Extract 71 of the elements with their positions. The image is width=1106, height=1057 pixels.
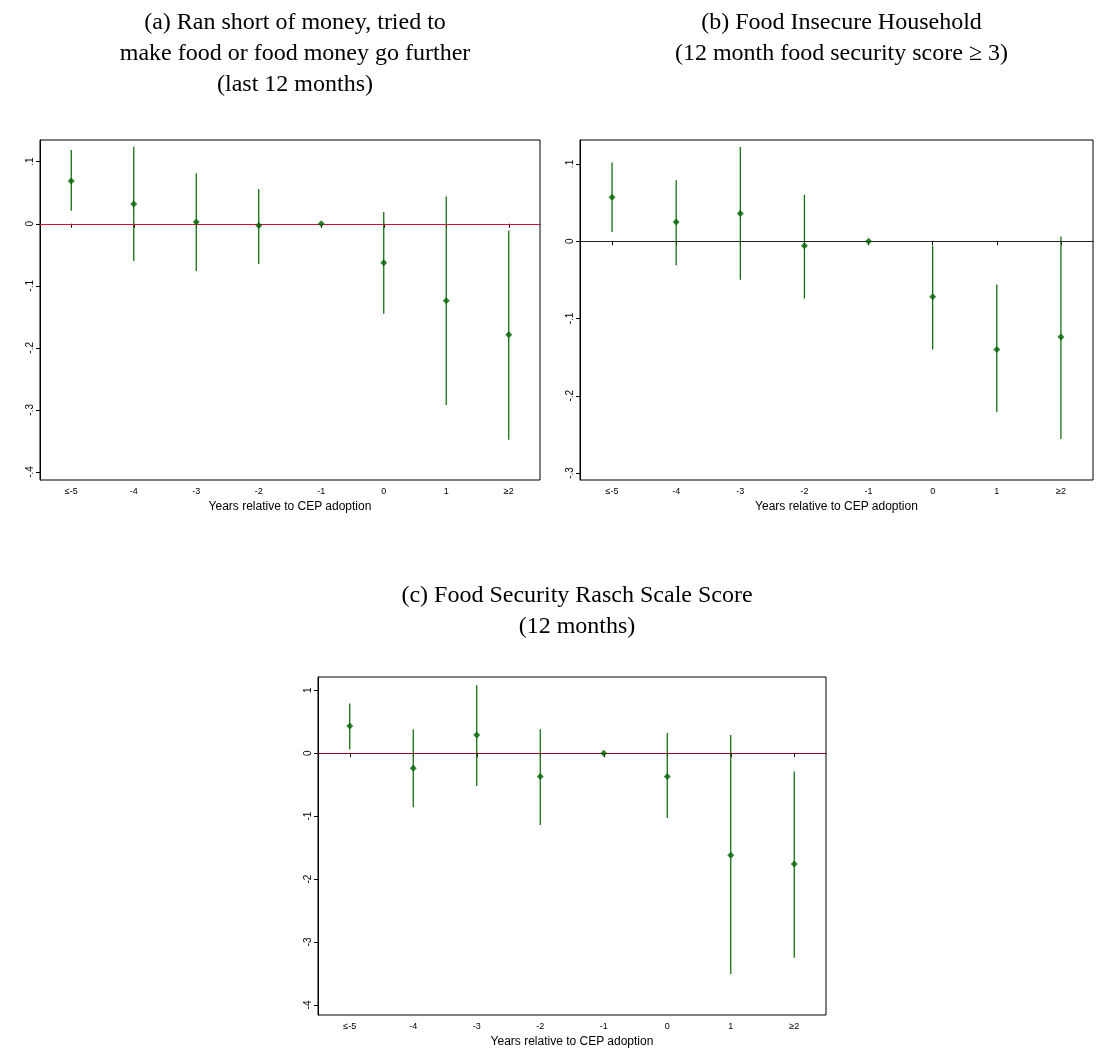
x-tick-label: 0 (664, 1020, 670, 1031)
point (442, 297, 450, 305)
chart-title: (c) Food Security Rasch Scale Score (12 months) (401, 580, 753, 638)
point (346, 722, 354, 730)
y-tick-label: -.1 (563, 312, 575, 325)
x-tick-label: ≥2 (1055, 485, 1066, 496)
point (993, 345, 1001, 353)
point (929, 293, 937, 301)
x-tick-label: 0 (381, 485, 387, 496)
x-tick-label: -3 (192, 485, 201, 496)
point (473, 731, 481, 739)
y-tick-label: .1 (23, 157, 35, 166)
x-tick-label: ≥2 (503, 485, 514, 496)
point (790, 860, 798, 868)
point (865, 237, 873, 245)
point (255, 222, 263, 230)
y-tick-label: -2 (301, 874, 313, 884)
x-tick-label: -1 (864, 485, 873, 496)
x-tick-label: -1 (599, 1020, 608, 1031)
point (536, 772, 544, 780)
y-tick-label: .1 (563, 159, 575, 169)
x-tick-label: -2 (536, 1020, 545, 1031)
point (130, 200, 138, 208)
y-tick-label: -.3 (563, 466, 575, 479)
point (672, 218, 680, 226)
y-tick-label: -.2 (23, 341, 35, 354)
point (317, 220, 325, 228)
x-tick-label: -4 (409, 1020, 418, 1031)
point (1057, 333, 1065, 341)
x-tick-label: -2 (800, 485, 809, 496)
x-tick-label: ≥2 (789, 1020, 800, 1031)
x-tick-label: ≤-5 (605, 485, 619, 496)
x-axis-title: Years relative to CEP adoption (208, 499, 372, 513)
point (736, 209, 744, 217)
point (608, 193, 616, 201)
y-tick-label: 0 (563, 238, 575, 245)
point (800, 242, 808, 250)
x-tick-label: -4 (672, 485, 681, 496)
x-tick-label: ≤-5 (64, 485, 78, 496)
x-axis-title: Years relative to CEP adoption (755, 499, 918, 513)
y-tick-label: -1 (301, 811, 313, 821)
x-tick-label: -2 (254, 485, 263, 496)
y-tick-label: -4 (301, 1000, 313, 1010)
point (663, 772, 671, 780)
x-tick-label: ≤-5 (343, 1020, 357, 1031)
y-tick-label: -.2 (563, 389, 575, 402)
x-tick-label: 1 (728, 1020, 734, 1031)
chart-title: (a) Ran short of money, tried to make food or food money go further (last 12 months) (119, 7, 471, 96)
point (409, 764, 417, 772)
x-tick-label: -1 (317, 485, 326, 496)
y-tick-label: -.4 (23, 465, 35, 478)
point (505, 331, 513, 339)
x-tick-label: 1 (994, 485, 1000, 496)
x-axis-title: Years relative to CEP adoption (490, 1034, 654, 1048)
point (67, 177, 75, 185)
point (600, 749, 608, 757)
y-tick-label: -.3 (23, 403, 35, 416)
y-tick-label: 0 (23, 220, 35, 227)
y-tick-label: -.1 (23, 279, 35, 292)
y-tick-label: 0 (301, 749, 313, 756)
x-tick-label: 0 (930, 485, 936, 496)
y-tick-label: 1 (301, 687, 313, 693)
x-tick-label: -3 (472, 1020, 481, 1031)
point (380, 259, 388, 267)
y-tick-label: -3 (301, 937, 313, 947)
x-tick-label: -4 (129, 485, 138, 496)
chart-title: (b) Food Insecure Household (12 month food security score ≥ 3) (674, 7, 1009, 65)
x-tick-label: 1 (443, 485, 449, 496)
x-tick-label: -3 (736, 485, 745, 496)
point (192, 218, 200, 226)
point (727, 851, 735, 859)
